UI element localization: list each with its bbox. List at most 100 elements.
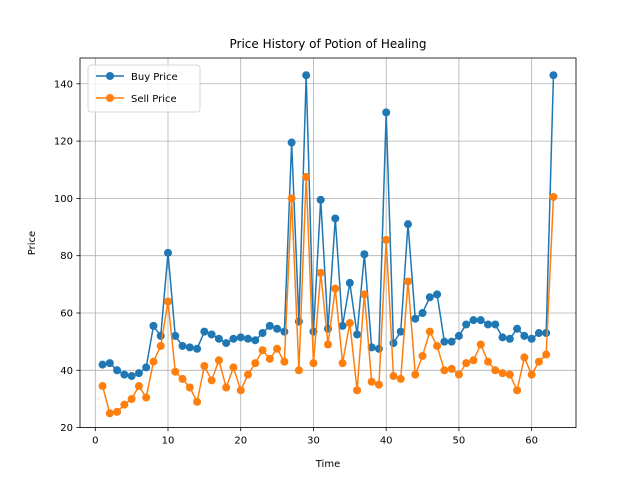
plot-area-frame bbox=[79, 57, 577, 429]
x-tick-label: 50 bbox=[453, 436, 466, 447]
y-tick-label: 100 bbox=[54, 194, 73, 205]
x-tick-label: 40 bbox=[380, 436, 393, 447]
sell-price-point bbox=[549, 192, 558, 201]
sell-price-point bbox=[389, 372, 398, 381]
buy-price-point bbox=[389, 339, 398, 348]
sell-price-point bbox=[244, 370, 252, 379]
buy-price-point bbox=[273, 324, 282, 333]
sell-price-point bbox=[294, 366, 303, 375]
sell-price-point bbox=[302, 172, 311, 181]
x-axis-label: Time bbox=[315, 459, 340, 470]
sell-price-point bbox=[156, 341, 165, 350]
buy-price-point bbox=[411, 314, 420, 323]
sell-price-point bbox=[149, 357, 158, 366]
buy-price-point bbox=[469, 316, 478, 325]
buy-price-point bbox=[425, 293, 434, 302]
sell-price-point bbox=[113, 407, 122, 416]
buy-price-point bbox=[462, 320, 471, 329]
sell-price-point bbox=[98, 382, 107, 391]
y-tick-label: 120 bbox=[54, 137, 73, 148]
buy-price-point bbox=[207, 330, 216, 339]
buy-price-point bbox=[396, 327, 405, 336]
sell-price-point bbox=[527, 370, 536, 379]
sell-price-point bbox=[382, 235, 391, 244]
sell-price-point bbox=[258, 346, 267, 355]
sell-price-point bbox=[367, 377, 376, 386]
buy-price-point bbox=[113, 366, 122, 375]
buy-price-point bbox=[491, 320, 500, 329]
buy-price-point bbox=[505, 334, 514, 343]
sell-price-point bbox=[396, 374, 405, 383]
sell-price-point bbox=[214, 356, 223, 365]
buy-price-point bbox=[149, 321, 158, 330]
buy-price-point bbox=[258, 329, 267, 338]
chart-title: Price History of Potion of Healing bbox=[230, 37, 427, 51]
ticks: 0 10 20 30 40 50 60 20 40 60 80 100 120 140 bbox=[54, 79, 538, 446]
y-tick-label: 40 bbox=[60, 366, 73, 377]
buy-price-point bbox=[265, 321, 274, 330]
buy-price-point bbox=[433, 290, 442, 299]
buy-price-point bbox=[200, 327, 209, 336]
sell-price-point bbox=[534, 357, 543, 366]
buy-price-series bbox=[98, 71, 558, 381]
buy-price-point bbox=[345, 278, 354, 287]
buy-price-point bbox=[404, 220, 412, 229]
sell-price-point bbox=[498, 369, 507, 378]
x-tick-label: 30 bbox=[307, 436, 320, 447]
buy-price-point bbox=[484, 320, 492, 329]
buy-price-point bbox=[185, 343, 194, 352]
sell-price-point bbox=[331, 284, 340, 293]
buy-price-point bbox=[251, 336, 260, 345]
sell-price-point bbox=[411, 370, 420, 379]
buy-price-point bbox=[302, 71, 311, 80]
buy-price-legend-marker bbox=[106, 72, 114, 80]
sell-price-point bbox=[345, 319, 354, 328]
legend: Buy Price Sell Price bbox=[87, 64, 201, 113]
y-tick-label: 140 bbox=[54, 79, 73, 90]
buy-price-point bbox=[222, 339, 231, 348]
sell-price-point bbox=[164, 297, 172, 306]
sell-price-point bbox=[120, 400, 129, 409]
sell-price-point bbox=[338, 359, 347, 368]
buy-price-point bbox=[178, 341, 187, 350]
sell-price-point bbox=[193, 397, 202, 406]
buy-price-point bbox=[171, 331, 180, 340]
buy-price-point bbox=[440, 337, 449, 346]
sell-price-point bbox=[316, 268, 325, 277]
sell-price-point bbox=[105, 409, 114, 418]
buy-price-legend-label: Buy Price bbox=[131, 72, 178, 83]
sell-price-point bbox=[171, 367, 180, 376]
buy-price-point bbox=[527, 334, 536, 343]
buy-price-point bbox=[549, 71, 558, 80]
buy-price-point bbox=[476, 316, 485, 325]
buy-price-point bbox=[454, 331, 463, 340]
sell-price-series bbox=[98, 172, 558, 418]
x-tick-label: 0 bbox=[92, 436, 98, 447]
y-tick-label: 80 bbox=[60, 251, 73, 262]
sell-price-point bbox=[273, 344, 282, 353]
x-tick-label: 20 bbox=[234, 436, 247, 447]
buy-price-point bbox=[287, 138, 296, 147]
sell-price-point bbox=[178, 374, 187, 383]
buy-price-point bbox=[193, 344, 202, 353]
x-tick-label: 10 bbox=[162, 436, 175, 447]
buy-price-point bbox=[542, 329, 551, 338]
sell-price-point bbox=[200, 362, 209, 370]
sell-price-point bbox=[374, 380, 383, 389]
buy-price-point bbox=[214, 334, 223, 343]
buy-price-point bbox=[229, 334, 238, 343]
sell-price-point bbox=[520, 353, 529, 362]
buy-price-point bbox=[374, 344, 383, 353]
sell-price-point bbox=[134, 382, 143, 391]
sell-price-point bbox=[229, 363, 238, 372]
sell-price-point bbox=[236, 386, 245, 395]
y-axis-label: Price bbox=[27, 231, 38, 255]
buy-price-point bbox=[280, 327, 289, 336]
y-tick-label: 20 bbox=[60, 423, 73, 434]
buy-price-point bbox=[498, 333, 507, 342]
buy-price-point bbox=[353, 330, 362, 339]
series-layer bbox=[98, 71, 558, 418]
sell-price-legend-marker bbox=[106, 94, 114, 102]
sell-price-point bbox=[251, 359, 260, 368]
